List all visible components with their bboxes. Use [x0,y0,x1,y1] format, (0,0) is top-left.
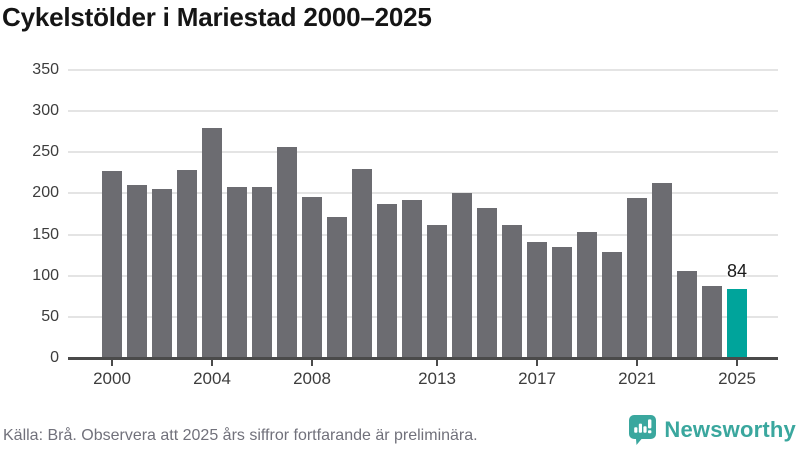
x-axis-tick-2004 [211,359,213,366]
x-axis-tick-2021 [636,359,638,366]
bar-2006 [252,186,272,358]
bar-2016 [502,224,522,358]
newsworthy-logo-icon [629,415,657,445]
y-axis-label-150: 150 [32,225,59,243]
source-note: Källa: Brå. Observera att 2025 års siffr… [3,427,478,444]
bar-2001 [127,185,147,358]
x-axis-label-2013: 2013 [418,369,456,388]
x-axis-line [68,357,778,360]
bar-2004 [202,128,222,358]
bar-2000 [102,171,122,358]
bar-2003 [177,170,197,358]
bar-2023 [677,270,697,358]
y-axis-label-200: 200 [32,184,59,202]
bar-2022 [652,182,672,358]
x-axis-label-2021: 2021 [618,369,656,388]
y-axis-label-100: 100 [32,266,59,284]
y-axis-label-250: 250 [32,143,59,161]
bar-2015 [477,208,497,358]
chart-title: Cykelstölder i Mariestad 2000–2025 [2,2,432,32]
x-axis-label-2008: 2008 [293,369,331,388]
gridline-200 [68,192,778,195]
gridline-100 [68,274,778,277]
newsworthy-logo: Newsworthy [628,414,796,446]
bar-2008 [302,196,322,358]
newsworthy-logo-text: Newsworthy [664,417,796,442]
bar-2019 [577,232,597,358]
x-axis-label-2025: 2025 [718,369,756,388]
bar-2012 [402,200,422,358]
gridline-250 [68,151,778,154]
bar-chart-plot-area: 0 50 100 150 200 250 300 350 2000 2004 2008 2013 201… [32,62,778,388]
bar-2014 [452,192,472,358]
x-axis-label-2000: 2000 [93,369,131,388]
x-axis-label-2004: 2004 [193,369,231,388]
bar-2020 [602,251,622,358]
x-axis-tick-2017 [536,359,538,366]
bar-2025 [727,288,747,358]
bar-2017 [527,241,547,358]
x-axis-tick-2000 [111,359,113,366]
gridline-300 [68,110,778,113]
bar-2010 [352,168,372,358]
gridline-350 [68,69,778,71]
y-axis-label-50: 50 [41,307,59,325]
bar-2013 [427,224,447,358]
x-axis-label-2017: 2017 [518,369,556,388]
x-axis-tick-2025 [736,359,738,366]
gridline-150 [68,233,778,236]
bar-2007 [277,146,297,358]
bar-2024 [702,285,722,358]
bar-2002 [152,189,172,358]
x-axis-tick-2008 [311,359,313,366]
bar-2011 [377,204,397,358]
y-axis-label-0: 0 [50,349,59,366]
bar-2005 [227,186,247,358]
x-axis-tick-2013 [436,359,438,366]
y-axis-label-300: 300 [32,102,59,120]
highlight-value-label: 84 [726,260,748,281]
y-axis-label-350: 350 [32,61,59,78]
bar-2018 [552,246,572,358]
bar-2021 [627,197,647,358]
gridline-50 [68,315,778,318]
bar-2009 [327,217,347,358]
